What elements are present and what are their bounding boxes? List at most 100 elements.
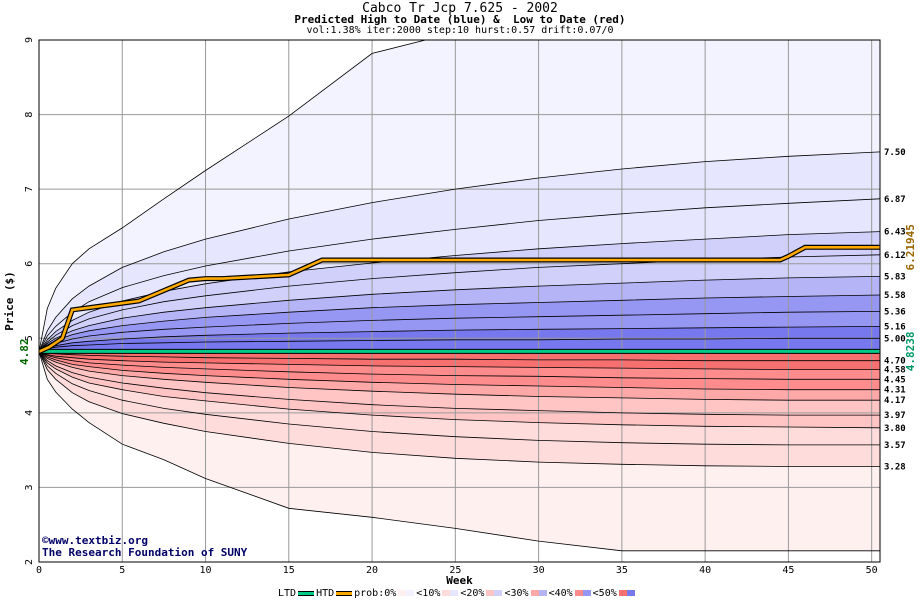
lower-quantile-label-4: 4.17 (884, 396, 906, 406)
start-price-label: 4.82 (18, 338, 31, 365)
x-tick-label-4: 20 (366, 565, 378, 576)
upper-quantile-label-1: 5.16 (884, 322, 906, 332)
legend-item-30: <30% (504, 587, 529, 599)
lower-band-5 (39, 351, 880, 416)
lower-quantile-line-5 (39, 351, 880, 416)
legend-item-50: <50% (592, 587, 617, 599)
upper-band-2 (39, 311, 880, 352)
y-tick-label-5: 7 (24, 186, 35, 192)
credit-website: ©www.textbiz.org (42, 534, 148, 547)
x-tick-label-1: 5 (119, 565, 125, 576)
lower-quantile-label-2: 4.45 (884, 375, 906, 385)
upper-quantile-line-8 (39, 151, 880, 352)
legend-item-40: <40% (548, 587, 573, 599)
y-tick-label-7: 9 (24, 37, 35, 43)
lower-band-9 (39, 351, 880, 551)
upper-band-9 (39, 40, 880, 352)
y-tick-label-3: 5 (24, 335, 35, 341)
htd-line (39, 246, 880, 353)
upper-band-5 (39, 254, 880, 352)
legend-ltd-swatch (298, 590, 315, 596)
upper-band-6 (39, 231, 880, 352)
legend-htd-swatch (336, 590, 353, 596)
legend-item-10-swatch (442, 590, 459, 596)
lower-quantile-line-4 (39, 351, 880, 401)
upper-band-8 (39, 151, 880, 352)
lower-quantile-label-6: 3.80 (884, 424, 906, 434)
lower-band-0 (39, 351, 880, 361)
x-tick-label-9: 45 (782, 565, 794, 576)
chart-subtitle: Predicted High to Date (blue) & Low to D… (294, 13, 626, 26)
x-tick-label-3: 15 (283, 565, 295, 576)
upper-quantile-label-4: 5.83 (884, 272, 906, 282)
upper-quantile-label-2: 5.36 (884, 307, 906, 317)
lower-band-2 (39, 351, 880, 380)
legend-prob-0-swatch (398, 590, 415, 596)
y-axis-label: Price ($) (3, 271, 16, 331)
lower-quantile-line-6 (39, 351, 880, 429)
upper-band-4 (39, 276, 880, 352)
upper-band-3 (39, 295, 880, 352)
x-axis-label: Week (446, 574, 473, 587)
y-tick-label-2: 4 (24, 410, 35, 416)
upper-quantile-line-0 (39, 337, 880, 353)
legend-item-20: <20% (460, 587, 485, 599)
y-tick-label-6: 8 (24, 112, 35, 118)
y-tick-label-4: 6 (24, 261, 35, 267)
legend-item-20-swatch (486, 590, 503, 596)
x-tick-label-5: 25 (449, 565, 461, 576)
upper-quantile-label-5: 6.12 (884, 251, 906, 261)
plot-area (39, 40, 880, 562)
upper-quantile-line-7 (39, 198, 880, 352)
upper-quantile-line-2 (39, 311, 880, 353)
lower-band-8 (39, 351, 880, 467)
lower-quantile-label-1: 4.58 (884, 366, 906, 376)
upper-band-1 (39, 326, 880, 352)
credit-foundation: The Research Foundation of SUNY (42, 546, 248, 559)
legend-item-50-swatch (618, 590, 635, 596)
lower-band-3 (39, 351, 880, 390)
htd-value-label: 6.21945 (904, 224, 917, 270)
lower-quantile-label-0: 4.70 (884, 357, 906, 367)
x-tick-label-10: 50 (866, 565, 878, 576)
chart-parameters: vol:1.38% iter:2000 step:10 hurst:0.57 d… (306, 25, 614, 36)
lower-quantile-line-9 (39, 351, 880, 552)
upper-quantile-label-6: 6.43 (884, 228, 906, 238)
lower-quantile-line-3 (39, 351, 880, 391)
upper-quantile-label-0: 5.00 (884, 334, 906, 344)
lower-quantile-label-3: 4.31 (884, 386, 906, 396)
x-tick-label-6: 30 (533, 565, 545, 576)
upper-band-7 (39, 198, 880, 352)
lower-quantile-line-2 (39, 351, 880, 380)
plot-frame (38, 39, 881, 563)
legend-item-10: <10% (416, 587, 441, 599)
upper-quantile-line-1 (39, 326, 880, 353)
lower-quantile-label-8: 3.28 (884, 463, 906, 473)
x-tick-label-2: 10 (200, 565, 212, 576)
lower-quantile-line-1 (39, 351, 880, 370)
x-tick-label-0: 0 (36, 565, 42, 576)
legend-ltd-label: LTD (278, 587, 297, 599)
upper-quantile-line-9 (39, 40, 428, 352)
lower-quantile-line-7 (39, 351, 880, 446)
upper-quantile-label-7: 6.87 (884, 195, 906, 205)
ltd-value-label: 4.8238 (904, 332, 917, 372)
lower-quantile-label-7: 3.57 (884, 441, 906, 451)
lower-quantile-line-8 (39, 351, 880, 467)
legend-item-30-swatch (530, 590, 547, 596)
legend-htd-label: HTD (316, 587, 335, 599)
lower-band-1 (39, 351, 880, 370)
lower-quantile-label-5: 3.97 (884, 411, 906, 421)
chart-title: Cabco Tr Jcp 7.625 - 2002 (362, 1, 558, 16)
legend-prob-label: prob:0% (354, 587, 397, 599)
upper-quantile-label-8: 7.50 (884, 148, 906, 158)
chart-legend: LTD HTD prob:0% <10% <20% <30% <40% <50% (278, 586, 635, 600)
legend-item-40-swatch (574, 590, 591, 596)
x-tick-label-8: 40 (699, 565, 711, 576)
upper-quantile-label-3: 5.58 (884, 291, 906, 301)
y-tick-label-0: 2 (24, 559, 35, 565)
x-tick-label-7: 35 (616, 565, 628, 576)
y-tick-label-1: 3 (24, 484, 35, 490)
lower-band-7 (39, 351, 880, 445)
